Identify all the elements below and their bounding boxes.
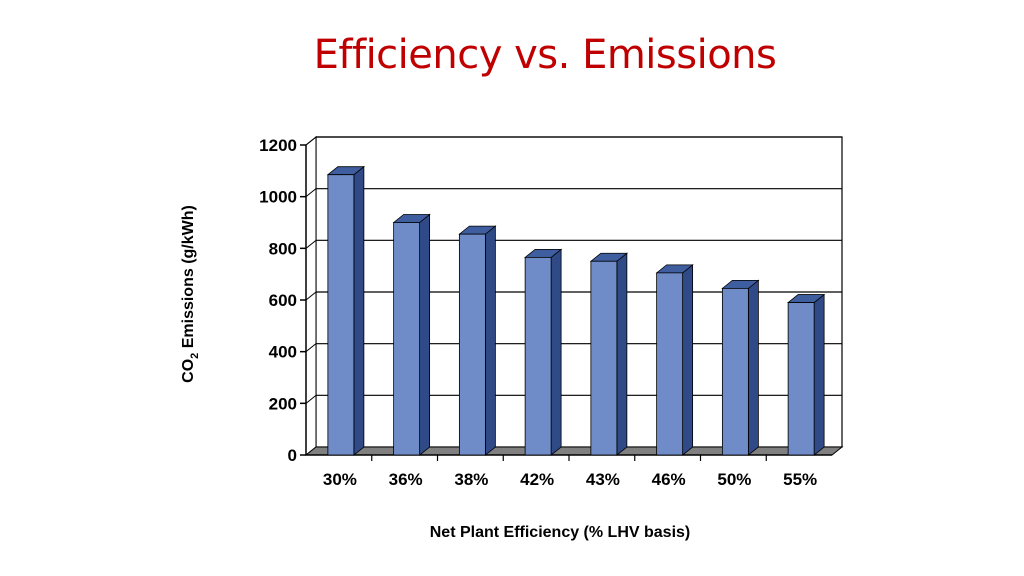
bar xyxy=(786,293,826,456)
y-tick-label: 1000 xyxy=(259,188,297,207)
bar-side xyxy=(747,279,759,456)
y-axis-label: CO2 Emissions (g/kWh) xyxy=(180,205,201,383)
bar-front xyxy=(458,233,486,456)
x-tick-labels: 30% 36% 38% 42% 43% 46% 50% 55% xyxy=(323,470,817,489)
y-axis-label-main: CO xyxy=(180,359,197,383)
bar-front xyxy=(524,256,552,456)
bar-side xyxy=(484,225,496,456)
y-tick-labels: 0 200 400 600 800 1000 1200 xyxy=(259,136,297,465)
y-axis-label-rest: Emissions (g/kWh) xyxy=(180,205,197,353)
bar xyxy=(458,225,497,456)
bar-side xyxy=(616,252,628,456)
slide-title: Efficiency vs. Emissions xyxy=(313,32,777,78)
bar-front xyxy=(721,287,749,456)
gridline-side xyxy=(305,239,317,249)
bar-front xyxy=(590,260,618,456)
bar-side xyxy=(813,293,825,456)
y-tick-label: 200 xyxy=(269,394,297,413)
x-tick-label: 46% xyxy=(652,470,686,489)
bar xyxy=(392,213,431,456)
y-tick-label: 800 xyxy=(269,239,297,258)
gridline-side xyxy=(305,343,317,353)
bar xyxy=(523,248,563,456)
bar-front xyxy=(656,272,684,456)
bar-side xyxy=(419,213,431,456)
bar xyxy=(721,279,760,456)
bar-front xyxy=(327,174,355,456)
x-tick-label: 55% xyxy=(783,470,817,489)
x-tick-label: 42% xyxy=(520,470,554,489)
bar-front xyxy=(393,222,421,456)
x-tick-label: 43% xyxy=(586,470,620,489)
bar-side xyxy=(550,248,562,456)
bar-front xyxy=(787,302,815,456)
floor xyxy=(304,446,844,456)
bar-side xyxy=(353,165,365,456)
x-tick-label: 36% xyxy=(389,470,423,489)
x-tick-label: 30% xyxy=(323,470,357,489)
x-tick-label: 50% xyxy=(717,470,751,489)
y-tick-label: 0 xyxy=(288,446,297,465)
chart-floor xyxy=(304,446,844,456)
bar-side xyxy=(682,264,694,456)
y-tick-label: 1200 xyxy=(259,136,297,155)
gridline-side xyxy=(305,136,317,146)
y-tick-label: 400 xyxy=(269,343,297,362)
y-axis-label-subscript: 2 xyxy=(189,353,201,359)
x-axis-label: Net Plant Efficiency (% LHV basis) xyxy=(430,524,691,541)
y-tick-label: 600 xyxy=(269,291,297,310)
bar xyxy=(326,165,366,456)
x-tick-label: 38% xyxy=(454,470,488,489)
chart-bars xyxy=(326,165,826,456)
bar xyxy=(589,252,629,456)
bar xyxy=(655,264,694,456)
gridline-side xyxy=(305,291,317,301)
chart-back-wall xyxy=(305,135,843,457)
gridline-side xyxy=(305,394,317,404)
gridline-side xyxy=(305,188,317,198)
